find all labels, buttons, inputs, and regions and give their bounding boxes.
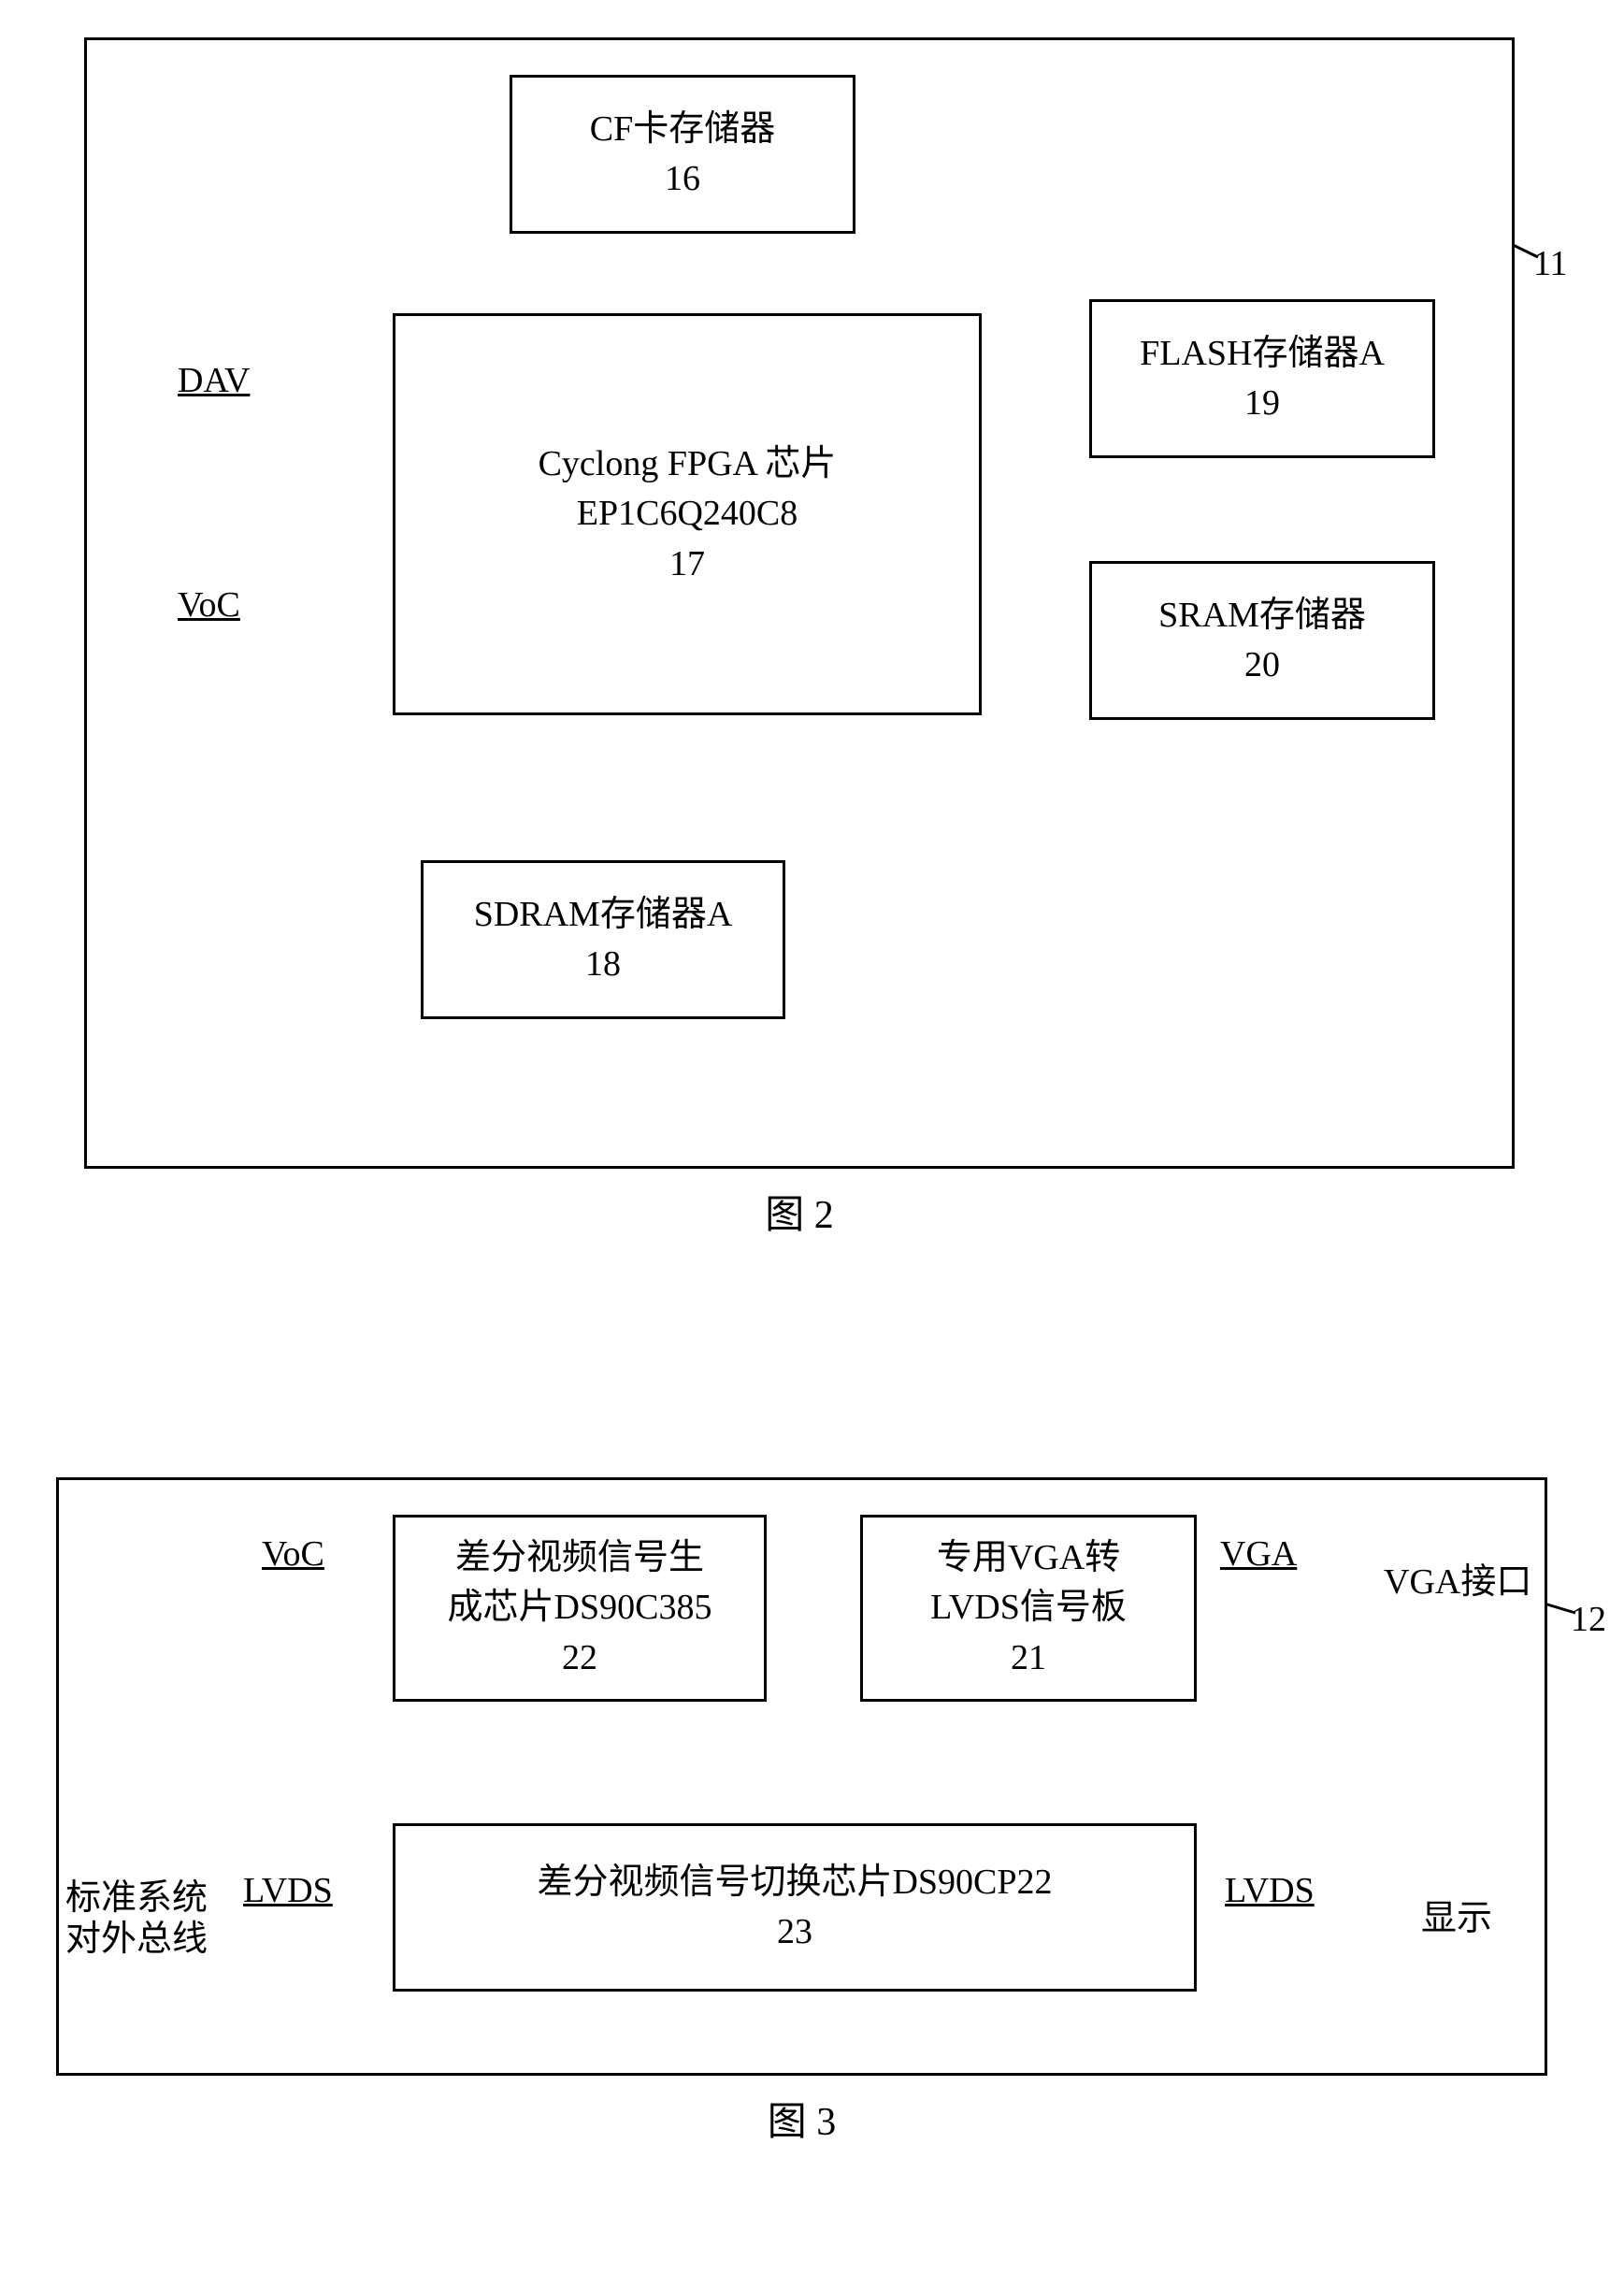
vga-lvds-board-box-line: LVDS信号板 xyxy=(930,1583,1127,1633)
vga-lvds-board-box: 专用VGA转LVDS信号板21 xyxy=(860,1515,1197,1702)
ref-12: 12 xyxy=(1571,1599,1606,1640)
fig2-caption: 图 2 xyxy=(725,1183,874,1240)
fig3-caption: 图 3 xyxy=(727,2090,877,2147)
vga-label: VGA xyxy=(1220,1533,1297,1575)
flash-a-box-line: FLASH存储器A xyxy=(1140,329,1385,379)
sram-box-line: 20 xyxy=(1244,640,1280,690)
lvds-right-label: LVDS xyxy=(1225,1870,1315,1911)
flash-a-box-line: 19 xyxy=(1244,379,1280,428)
ds90cp22-box-line: 23 xyxy=(777,1907,812,1957)
sdram-a-box-line: 18 xyxy=(585,940,621,989)
fpga-box-line: 17 xyxy=(669,539,705,589)
sdram-a-box-line: SDRAM存储器A xyxy=(474,890,733,940)
vga-lvds-board-box-line: 21 xyxy=(1011,1633,1046,1683)
cf-card-box-line: 16 xyxy=(665,154,700,204)
ds90c385-box-line: 成芯片DS90C385 xyxy=(448,1583,712,1633)
fpga-box-line: Cyclong FPGA 芯片 xyxy=(539,439,837,489)
voc-in-label: VoC xyxy=(262,1533,324,1575)
sram-box-line: SRAM存储器 xyxy=(1158,591,1366,640)
left-side-label-2: 对外总线 xyxy=(65,1909,208,1961)
fpga-box: Cyclong FPGA 芯片EP1C6Q240C817 xyxy=(393,313,982,715)
dav-label: DAV xyxy=(178,360,250,401)
fpga-box-line: EP1C6Q240C8 xyxy=(577,489,798,539)
sdram-a-box: SDRAM存储器A18 xyxy=(421,860,785,1019)
ds90cp22-box-line: 差分视频信号切换芯片DS90CP22 xyxy=(537,1858,1052,1907)
ds90c385-box: 差分视频信号生成芯片DS90C38522 xyxy=(393,1515,767,1702)
ref-11: 11 xyxy=(1533,243,1568,284)
vga-side-label: VGA接口 xyxy=(1384,1552,1531,1604)
flash-a-box: FLASH存储器A19 xyxy=(1089,299,1435,458)
cf-card-box-line: CF卡存储器 xyxy=(590,105,775,154)
ds90cp22-box: 差分视频信号切换芯片DS90CP2223 xyxy=(393,1823,1197,1992)
vga-lvds-board-box-line: 专用VGA转 xyxy=(937,1533,1120,1583)
cf-card-box: CF卡存储器16 xyxy=(510,75,855,234)
sram-box: SRAM存储器20 xyxy=(1089,561,1435,720)
ds90c385-box-line: 差分视频信号生 xyxy=(455,1533,704,1583)
lvds-left-label: LVDS xyxy=(243,1870,333,1911)
voc-label: VoC xyxy=(178,584,240,626)
ds90c385-box-line: 22 xyxy=(562,1633,597,1683)
display-label: 显示 xyxy=(1421,1889,1492,1940)
